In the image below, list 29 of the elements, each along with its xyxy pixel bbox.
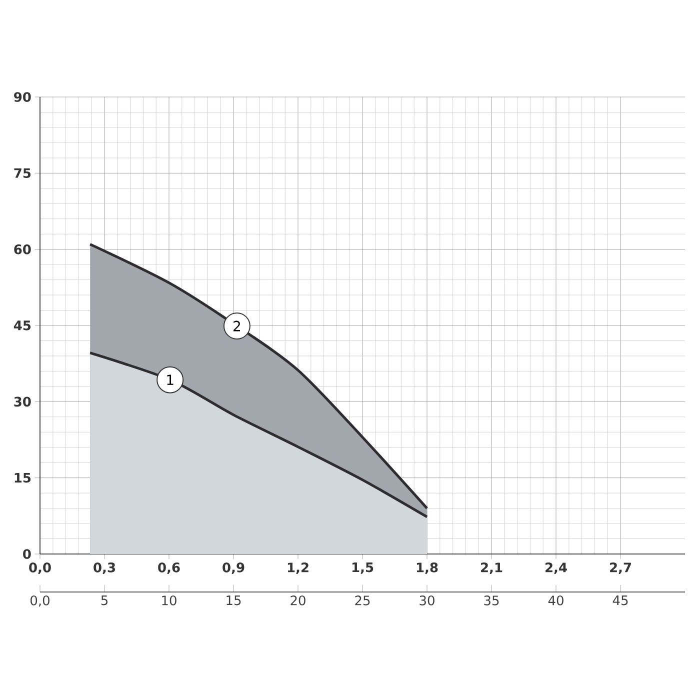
x2-tick-label: 15 [226,596,241,606]
x-tick-label: 2,1 [481,562,502,574]
legend-label: 2 [234,320,240,332]
x-tick-label: 1,2 [288,562,308,574]
x-tick-label: 1,5 [352,562,374,574]
x-tick-label: 0,9 [222,562,244,574]
x-tick-label: 2,7 [610,562,631,574]
x2-tick-label: 25 [355,596,370,606]
y-tick-label: 60 [14,244,31,254]
x-tick-label: 0,6 [158,562,180,574]
y-tick-label: 0 [23,549,31,559]
x-tick-label: 1,8 [416,562,438,574]
x2-tick-label: 20 [290,596,306,606]
x-tick-label: 0,3 [94,562,115,574]
x2-tick-label: 0,0 [30,596,50,607]
y-tick-label: 30 [14,396,31,407]
x2-tick-label: 30 [420,596,434,606]
y-tick-label: 75 [14,168,31,178]
x2-tick-label: 45 [612,596,628,606]
x2-tick-label: 40 [548,596,564,606]
y-tick-label: 90 [14,92,31,102]
x2-tick-label: 5 [101,596,108,606]
y-tick-label: 45 [14,320,31,330]
legend-label: 1 [167,374,174,385]
x2-tick-label: 35 [484,596,499,606]
x-tick-label: 2,4 [546,562,567,574]
x2-tick-label: 10 [162,596,176,606]
y-tick-label: 15 [14,473,31,483]
x-tick-label: 0,0 [29,562,51,574]
